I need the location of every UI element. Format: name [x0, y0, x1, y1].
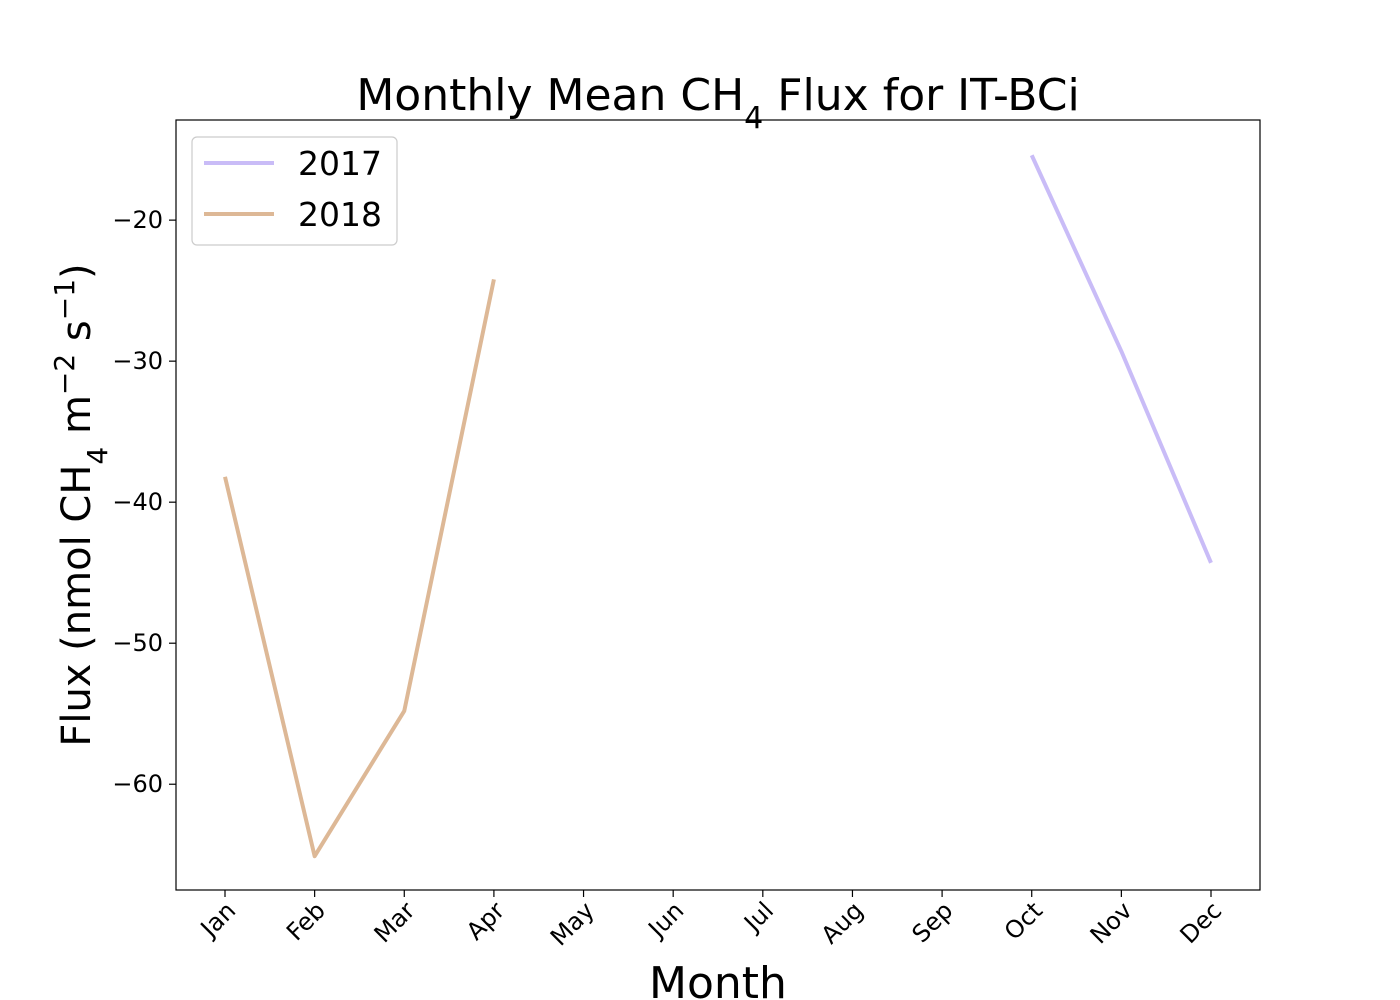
x-tick-label: Oct — [999, 896, 1048, 945]
x-tick-label: May — [545, 896, 600, 951]
x-tick-label: Apr — [461, 896, 510, 945]
y-tick-label: −50 — [112, 629, 163, 657]
series-layer — [223, 154, 1213, 859]
x-tick-label: Dec — [1175, 896, 1228, 949]
x-tick-label: Feb — [281, 896, 331, 946]
plot-area — [175, 119, 1261, 891]
x-axis: Jan Feb Mar Apr May Jun Jul Aug Sep Oct Nov Dec — [194, 890, 1227, 951]
y-tick-label: −40 — [112, 488, 163, 516]
legend-label-2018: 2018 — [298, 195, 382, 234]
series-line-2017 — [1029, 154, 1213, 564]
y-tick-label: −20 — [112, 206, 163, 234]
x-tick-label: Sep — [907, 896, 959, 948]
x-tick-label: Jan — [194, 896, 241, 943]
y-tick-label: −30 — [112, 347, 163, 375]
legend: 2017 2018 — [191, 136, 398, 246]
x-tick-label: Nov — [1085, 896, 1138, 949]
x-tick-label: Mar — [369, 896, 421, 948]
series-line-2018 — [223, 278, 496, 859]
y-axis-label: Flux (nmol CH4 m−2 s−1) — [48, 263, 114, 746]
x-tick-label: Aug — [816, 896, 869, 949]
x-tick-label: Jul — [737, 896, 779, 938]
chart-title: Monthly Mean CH4 Flux for IT-BCi — [356, 70, 1079, 136]
y-axis: −20 −30 −40 −50 −60 — [112, 206, 176, 798]
x-axis-label: Month — [649, 958, 787, 1000]
legend-label-2017: 2017 — [298, 144, 382, 183]
x-tick-label: Jun — [642, 896, 690, 944]
y-tick-label: −60 — [112, 770, 163, 798]
plot-frame — [175, 119, 1261, 891]
